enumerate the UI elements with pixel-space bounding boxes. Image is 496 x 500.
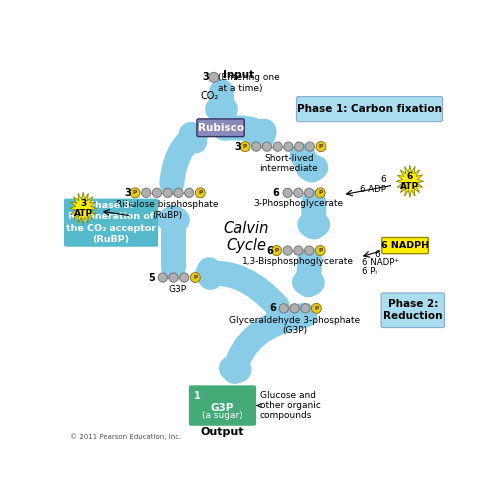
Ellipse shape [306, 142, 314, 151]
Ellipse shape [195, 188, 205, 198]
FancyBboxPatch shape [297, 96, 442, 122]
Text: 1,3-Bisphosphoglycerate: 1,3-Bisphosphoglycerate [243, 257, 355, 266]
Ellipse shape [279, 304, 288, 313]
Text: Glucose and
other organic
compounds: Glucose and other organic compounds [257, 390, 321, 420]
Text: P: P [319, 144, 323, 149]
Text: P: P [193, 275, 197, 280]
FancyBboxPatch shape [381, 293, 444, 328]
Text: P: P [318, 248, 322, 253]
Text: 3: 3 [202, 72, 209, 83]
Text: Output: Output [201, 427, 244, 437]
Ellipse shape [295, 142, 304, 151]
Text: 6 Pᵢ: 6 Pᵢ [362, 266, 376, 276]
Text: P: P [244, 394, 248, 399]
Text: 6: 6 [269, 304, 276, 314]
Text: 6: 6 [374, 250, 380, 259]
Text: 6: 6 [273, 188, 280, 198]
Text: 6
ATP: 6 ATP [400, 172, 420, 191]
Ellipse shape [152, 188, 162, 198]
Ellipse shape [315, 188, 325, 198]
Text: 3
ATP: 3 ATP [73, 199, 93, 218]
Text: 1: 1 [194, 392, 201, 402]
Text: 3-Phosphoglycerate: 3-Phosphoglycerate [253, 200, 343, 208]
Polygon shape [396, 165, 424, 198]
Text: P: P [314, 306, 318, 311]
Ellipse shape [315, 246, 325, 256]
Polygon shape [69, 192, 97, 224]
Ellipse shape [294, 188, 303, 198]
Text: 3 ADP: 3 ADP [102, 204, 127, 212]
Text: Glyceraldehyde 3-phosphate
(G3P): Glyceraldehyde 3-phosphate (G3P) [229, 316, 360, 335]
Text: Short-lived
intermediate: Short-lived intermediate [259, 154, 318, 173]
Ellipse shape [169, 273, 178, 282]
Text: 6 ADP: 6 ADP [360, 184, 386, 194]
Ellipse shape [209, 72, 219, 83]
Text: P: P [133, 190, 137, 196]
FancyBboxPatch shape [197, 119, 244, 136]
Ellipse shape [273, 142, 282, 151]
Text: 6 NADP⁺: 6 NADP⁺ [362, 258, 399, 266]
Ellipse shape [141, 188, 151, 198]
FancyBboxPatch shape [64, 198, 158, 246]
Ellipse shape [209, 392, 218, 401]
Ellipse shape [130, 188, 140, 198]
Text: Calvin
Cycle: Calvin Cycle [224, 221, 269, 254]
Text: Ribulose bisphosphate
(RuBP): Ribulose bisphosphate (RuBP) [117, 200, 219, 220]
Ellipse shape [220, 392, 229, 401]
Ellipse shape [301, 304, 310, 313]
Ellipse shape [294, 246, 303, 255]
Text: 3: 3 [125, 188, 131, 198]
Ellipse shape [311, 304, 321, 314]
Ellipse shape [180, 273, 189, 282]
Text: 6: 6 [380, 175, 386, 184]
Ellipse shape [316, 142, 326, 152]
Text: 5: 5 [148, 272, 155, 282]
Ellipse shape [190, 272, 200, 282]
Text: Input: Input [223, 70, 254, 80]
Text: 3: 3 [235, 142, 242, 152]
Text: P: P [243, 144, 247, 149]
FancyBboxPatch shape [189, 386, 256, 426]
Text: Phase 3:
Regeneration of
the CO₂ acceptor
(RuBP): Phase 3: Regeneration of the CO₂ accepto… [66, 201, 156, 244]
Ellipse shape [185, 188, 194, 198]
Text: © 2011 Pearson Education, Inc.: © 2011 Pearson Education, Inc. [69, 434, 181, 440]
Text: Rubisco: Rubisco [197, 123, 244, 133]
Ellipse shape [305, 188, 314, 198]
Text: (a sugar): (a sugar) [202, 412, 243, 420]
Ellipse shape [163, 188, 172, 198]
Ellipse shape [283, 246, 292, 255]
Ellipse shape [241, 392, 251, 402]
Text: P: P [318, 190, 322, 196]
Text: CO₂: CO₂ [201, 91, 219, 101]
Text: P: P [274, 248, 279, 253]
Ellipse shape [174, 188, 183, 198]
Ellipse shape [262, 142, 271, 151]
Ellipse shape [251, 142, 261, 151]
Text: Phase 1: Carbon fixation: Phase 1: Carbon fixation [297, 104, 442, 114]
Text: G3P: G3P [168, 285, 186, 294]
Text: 6 NADPH: 6 NADPH [381, 241, 429, 250]
Ellipse shape [240, 142, 250, 152]
Ellipse shape [290, 304, 299, 313]
Text: G3P: G3P [211, 404, 234, 413]
Ellipse shape [231, 392, 240, 401]
Ellipse shape [272, 246, 282, 256]
Ellipse shape [284, 142, 293, 151]
Ellipse shape [305, 246, 314, 255]
Text: P: P [198, 190, 202, 196]
Text: (Entering one: (Entering one [218, 73, 279, 82]
FancyBboxPatch shape [382, 238, 429, 254]
Text: Phase 2:
Reduction: Phase 2: Reduction [383, 300, 442, 321]
Ellipse shape [158, 273, 167, 282]
Ellipse shape [283, 188, 292, 198]
Text: at a time): at a time) [218, 84, 262, 92]
Text: 6: 6 [266, 246, 273, 256]
